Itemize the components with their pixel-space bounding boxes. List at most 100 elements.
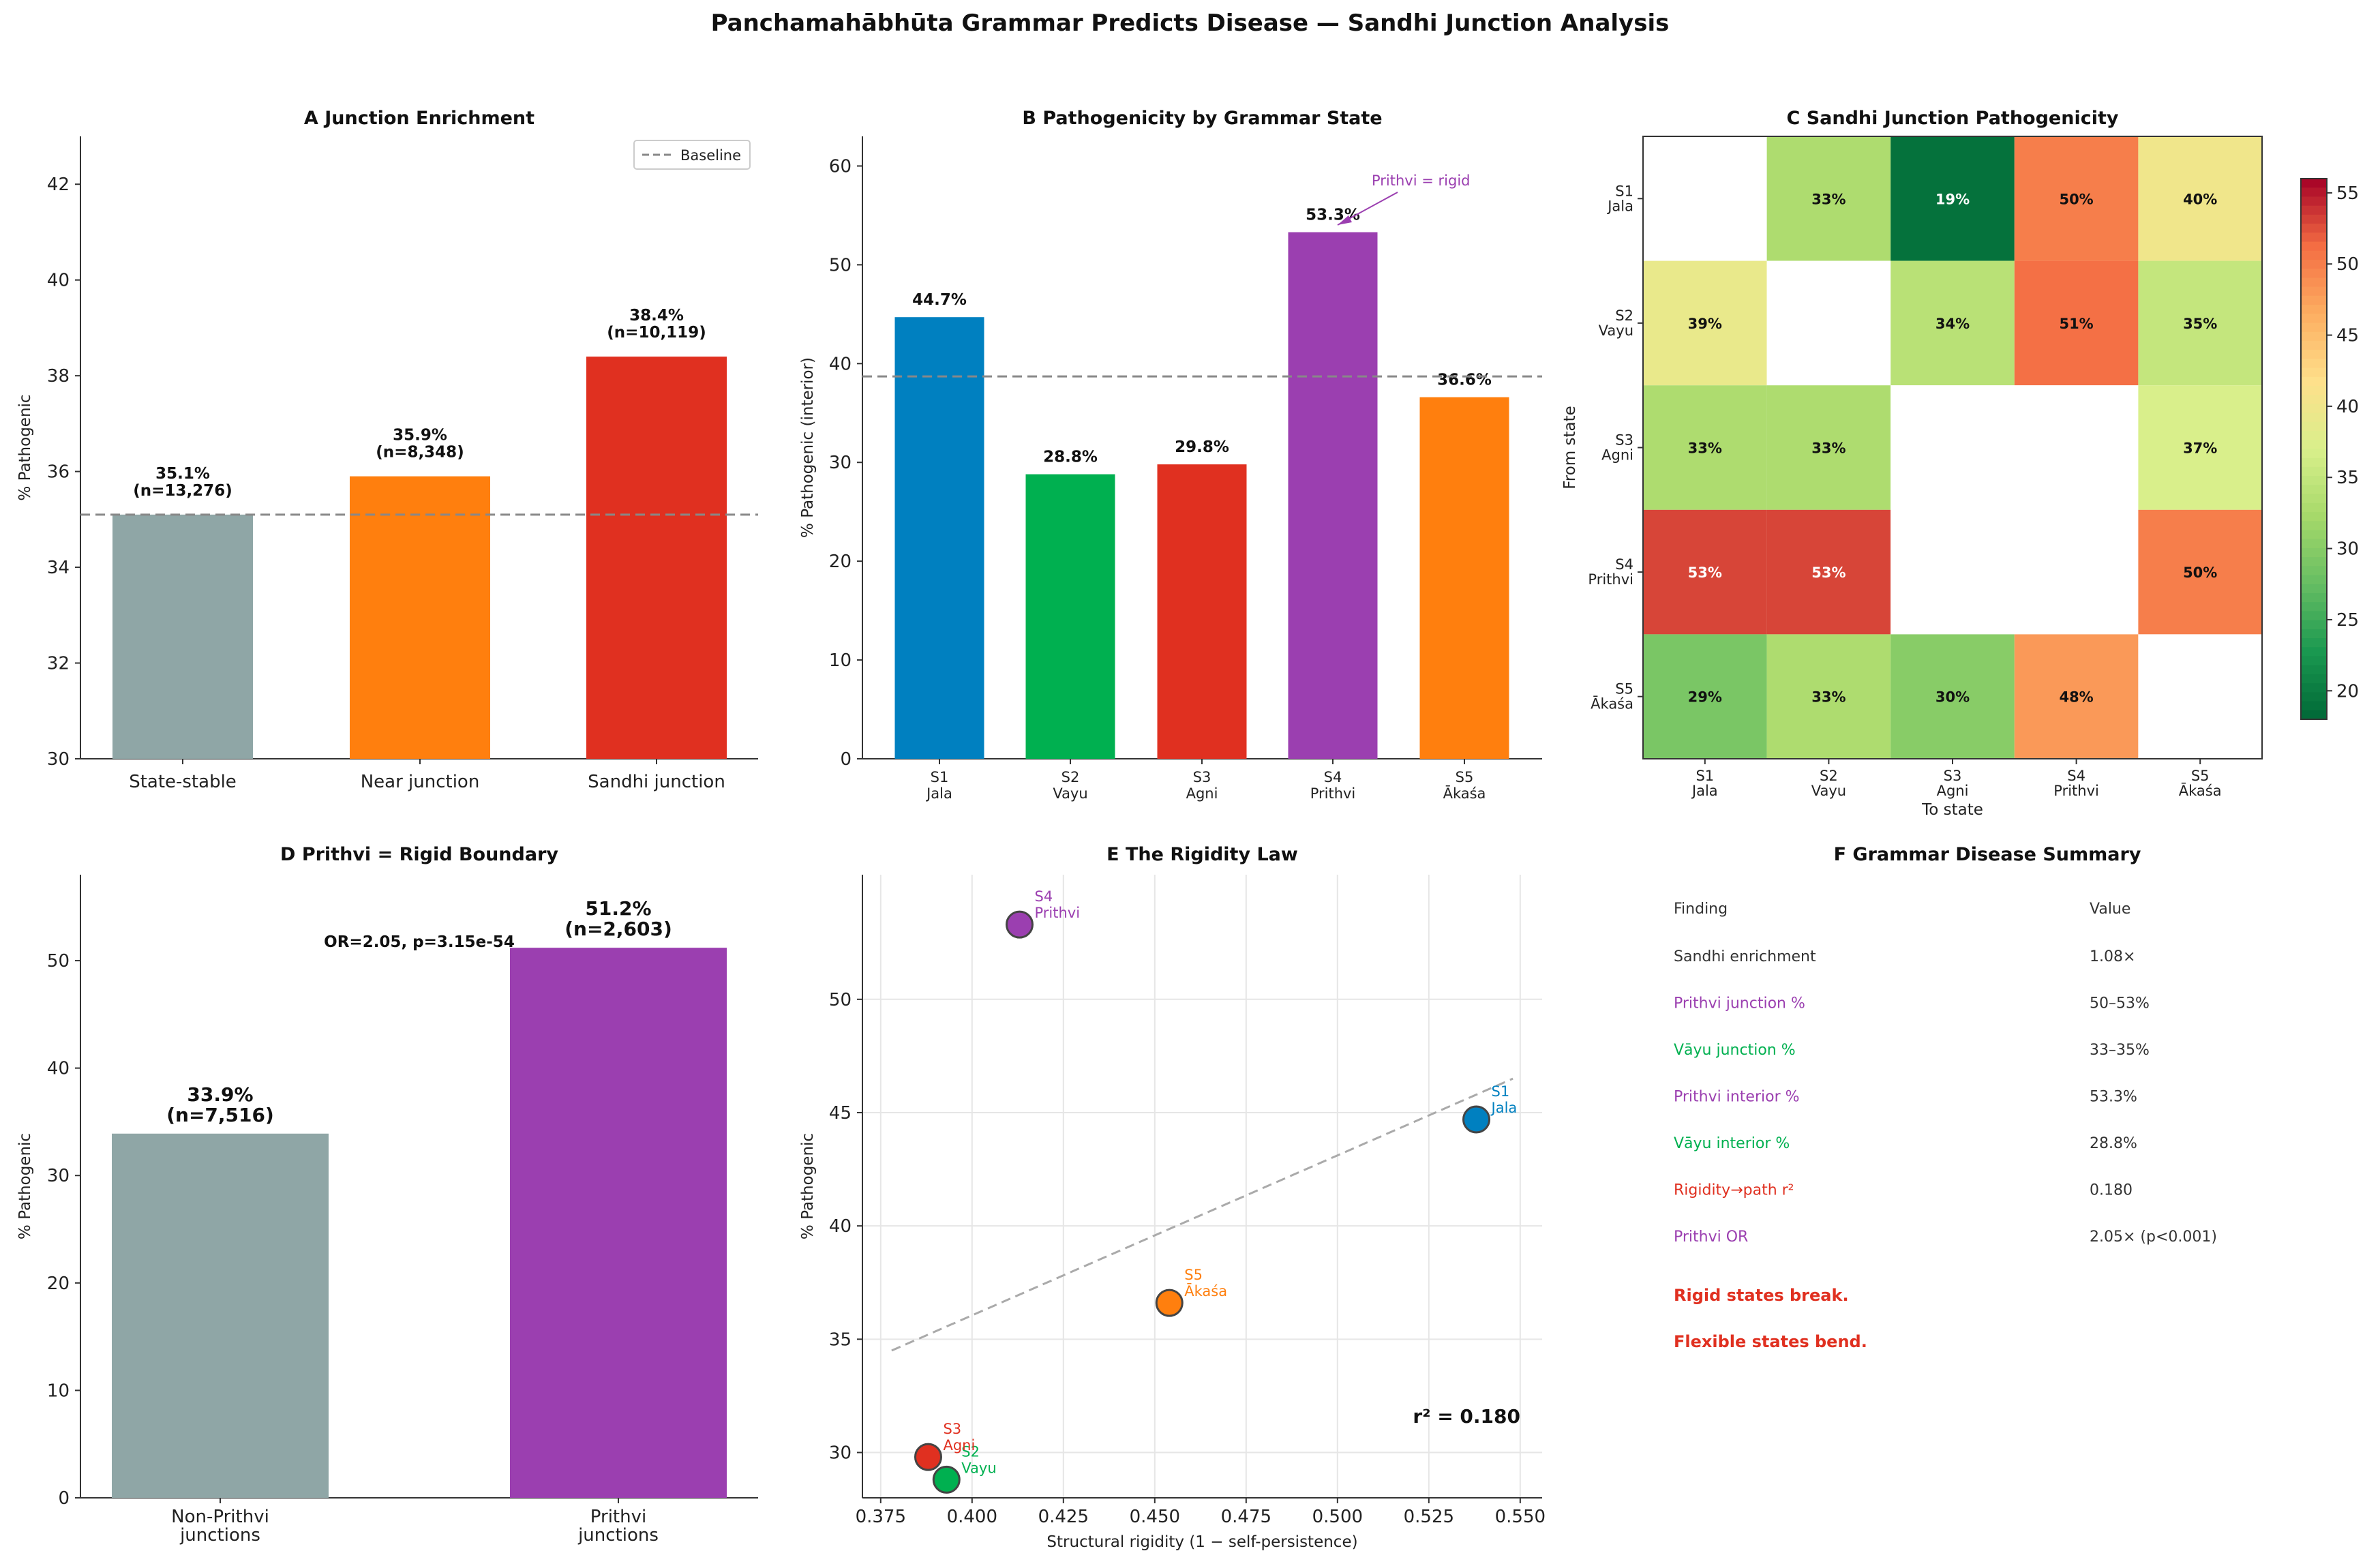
panel-b-ytick-label: 10 xyxy=(829,650,852,671)
panel-d: D Prithvi = Rigid Boundary 0 10 20 30 40 50 33.… xyxy=(16,844,758,1546)
colorbar-segment xyxy=(2301,205,2327,215)
colorbar-segment xyxy=(2301,521,2327,531)
panel-f-header-value: Value xyxy=(2090,901,2130,918)
colorbar-segment xyxy=(2301,584,2327,594)
colorbar-segment xyxy=(2301,277,2327,288)
panel-b-bar-label: 53.3% xyxy=(1306,207,1360,224)
panel-c-cell xyxy=(2014,634,2139,759)
panel-c-row-label: S3 xyxy=(1615,432,1633,449)
panel-b-annotation: Prithvi = rigid xyxy=(1372,172,1470,189)
colorbar-segment xyxy=(2301,305,2327,315)
colorbar-segment xyxy=(2301,431,2327,441)
colorbar-tick-label: 30 xyxy=(2336,539,2359,560)
colorbar-segment xyxy=(2301,412,2327,423)
colorbar-tick-label: 40 xyxy=(2336,397,2359,417)
panel-e-xtick-label: 0.450 xyxy=(1130,1507,1180,1527)
panel-f-row-value: 33–35% xyxy=(2090,1042,2150,1059)
panel-c-cell-empty xyxy=(2138,634,2262,759)
panel-b-xtick-label: Jala xyxy=(925,785,952,802)
colorbar-segment xyxy=(2301,440,2327,450)
panel-c-col-label: Vayu xyxy=(1811,783,1846,799)
panel-f-conclusion: Flexible states bend. xyxy=(1674,1332,1867,1351)
panel-e-xtick-label: 0.475 xyxy=(1221,1507,1271,1527)
panel-c-cell xyxy=(1766,509,1891,635)
colorbar-segment xyxy=(2301,485,2327,495)
panel-b-bar-label: 44.7% xyxy=(912,291,967,309)
panel-c-cell-label: 37% xyxy=(2183,440,2217,457)
colorbar-segment xyxy=(2301,449,2327,459)
panel-b-xtick-label: S4 xyxy=(1324,769,1342,785)
panel-c-cell xyxy=(2014,136,2139,261)
colorbar-segment xyxy=(2301,179,2327,189)
panel-b-xtick-label: Vayu xyxy=(1053,785,1087,802)
panel-d-title: D Prithvi = Rigid Boundary xyxy=(280,844,558,865)
panel-c-cell xyxy=(2138,260,2262,386)
panel-c-row-label: S1 xyxy=(1615,183,1633,199)
panel-b-xtick-label: Agni xyxy=(1186,785,1218,802)
colorbar-segment xyxy=(2301,376,2327,387)
panel-c-col-label: Jala xyxy=(1691,783,1718,799)
panel-f-row-value: 2.05× (p<0.001) xyxy=(2090,1229,2217,1246)
colorbar-segment xyxy=(2301,404,2327,414)
panel-c-colorbar: 20 25 30 35 40 45 50 55 xyxy=(2300,178,2359,720)
panel-c-cell-label: 33% xyxy=(1811,191,1846,207)
colorbar-segment xyxy=(2301,665,2327,675)
panel-e-xtick-label: 0.400 xyxy=(947,1507,997,1527)
panel-b-xtick-label: Prithvi xyxy=(1310,785,1356,802)
panel-a-bar xyxy=(350,476,490,759)
panel-c-col-label: S2 xyxy=(1820,768,1838,784)
panel-c-ylabel: From state xyxy=(1561,406,1579,490)
panel-a-ytick-label: 30 xyxy=(47,749,70,770)
panel-c-cell-label: 51% xyxy=(2059,316,2093,332)
colorbar-segment xyxy=(2301,421,2327,432)
panel-c-cell xyxy=(1891,634,2015,759)
panel-b-bar-label: 36.6% xyxy=(1437,372,1492,389)
colorbar-segment xyxy=(2301,620,2327,630)
panel-f-row-value: 53.3% xyxy=(2090,1089,2137,1106)
panel-f-row-value: 0.180 xyxy=(2090,1182,2133,1199)
panel-c-cell-label: 34% xyxy=(1935,316,1970,332)
panel-b-bar xyxy=(1288,232,1378,759)
panel-c-col-label: S5 xyxy=(2191,768,2210,784)
panel-b-xtick-label: S5 xyxy=(1456,769,1474,785)
panel-c-col-label: S3 xyxy=(1944,768,1962,784)
panel-e-ylabel: % Pathogenic xyxy=(799,1133,817,1239)
panel-d-ytick-label: 40 xyxy=(47,1059,70,1079)
panel-e-point-label: S4 xyxy=(1034,888,1053,905)
colorbar-segment xyxy=(2301,259,2327,269)
panel-c-cell-label: 35% xyxy=(2183,316,2217,332)
panel-d-ylabel: % Pathogenic xyxy=(16,1133,34,1239)
panel-d-annotation: OR=2.05, p=3.15e-54 xyxy=(324,933,515,951)
colorbar-segment xyxy=(2301,638,2327,648)
panel-e-point xyxy=(932,1465,961,1494)
panel-c-row-label: Prithvi xyxy=(1588,571,1633,588)
panel-c-cell xyxy=(1891,260,2015,386)
panel-c-cell-label: 39% xyxy=(1688,316,1722,332)
panel-c-cell-label: 48% xyxy=(2059,689,2093,706)
panel-c-cell xyxy=(1766,634,1891,759)
panel-b-ytick-label: 20 xyxy=(829,552,852,572)
colorbar-segment xyxy=(2301,683,2327,693)
panel-a-bar-n: (n=10,119) xyxy=(607,324,706,342)
panel-b-xtick-label: Ākaśa xyxy=(1443,785,1486,802)
panel-a-legend-box xyxy=(633,140,751,170)
colorbar-segment xyxy=(2301,502,2327,513)
panel-c-cell xyxy=(2138,136,2262,261)
colorbar-segment xyxy=(2301,350,2327,360)
colorbar-segment xyxy=(2301,322,2327,333)
panel-b-annotation-arrowhead xyxy=(1338,215,1352,225)
panel-e-fit-line xyxy=(891,1077,1513,1352)
colorbar-segment xyxy=(2301,692,2327,702)
panel-c-col-label: S1 xyxy=(1696,768,1714,784)
panel-e: E The Rigidity Law 30 35 40 45 50 0.375 0.400 0.… xyxy=(799,844,1546,1551)
panel-e-xtick-label: 0.550 xyxy=(1495,1507,1546,1527)
panel-c-col-label: Ākaśa xyxy=(2179,783,2222,799)
panel-c-cell-empty xyxy=(1891,385,2015,510)
colorbar-tick-label: 35 xyxy=(2336,468,2359,488)
panel-f-row-finding: Vāyu junction % xyxy=(1674,1042,1796,1059)
panel-e-point-label: Vayu xyxy=(961,1460,996,1476)
colorbar-segment xyxy=(2301,647,2327,657)
panel-d-bar-n: (n=2,603) xyxy=(564,918,672,940)
panel-c-row-label: Jala xyxy=(1606,198,1633,214)
panel-b-ytick-label: 60 xyxy=(829,156,852,177)
